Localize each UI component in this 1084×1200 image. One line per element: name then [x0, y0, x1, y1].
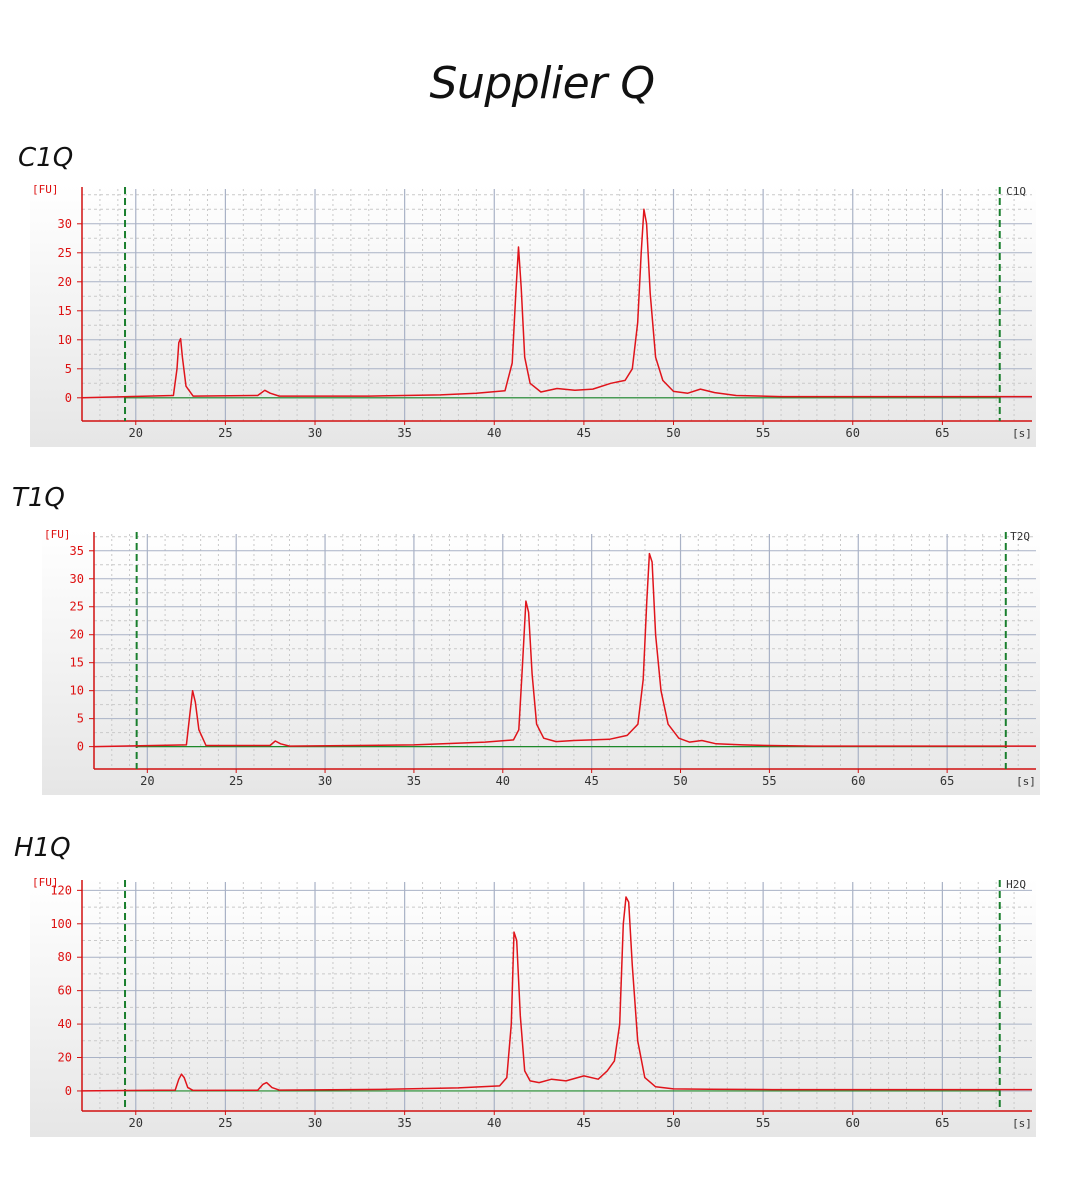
panel-title-c1q: C1Q [18, 143, 74, 173]
y-tick-label: 30 [70, 572, 84, 586]
panel-title-h1q: H1Q [14, 833, 71, 863]
x-tick-label: 40 [496, 774, 510, 788]
series-trace [81, 896, 1032, 1092]
sample-label: H2Q [1006, 878, 1026, 891]
grid [81, 882, 1032, 1111]
x-tick-label: 40 [487, 1116, 501, 1130]
x-tick-label: 60 [851, 774, 865, 788]
x-tick-label: 45 [577, 426, 591, 440]
x-tick-label: 50 [666, 1116, 680, 1130]
y-tick-label: 0 [65, 1084, 72, 1098]
y-tick-label: 15 [70, 656, 84, 670]
x-tick-label: 45 [584, 774, 598, 788]
y-tick-label: 100 [50, 917, 72, 931]
x-tick-label: 40 [487, 426, 501, 440]
y-axis-unit: [FU] [44, 528, 71, 541]
x-tick-label: 65 [935, 426, 949, 440]
x-tick-label: 25 [218, 1116, 232, 1130]
x-tick-label: 55 [756, 1116, 770, 1130]
sample-label: C1Q [1006, 185, 1026, 198]
y-tick-label: 35 [70, 544, 84, 558]
x-tick-label: 25 [229, 774, 243, 788]
y-tick-label: 10 [70, 684, 84, 698]
x-tick-label: 30 [308, 426, 322, 440]
y-tick-label: 20 [58, 1051, 72, 1065]
y-tick-label: 60 [58, 984, 72, 998]
chart-background [42, 530, 1040, 795]
x-tick-label: 50 [673, 774, 687, 788]
x-tick-label: 55 [762, 774, 776, 788]
y-tick-label: 20 [70, 628, 84, 642]
y-tick-label: 25 [58, 246, 72, 260]
x-tick-label: 60 [846, 426, 860, 440]
x-axis-unit: [s] [1012, 1117, 1032, 1130]
y-tick-label: 20 [58, 275, 72, 289]
x-tick-label: 35 [407, 774, 421, 788]
x-tick-label: 60 [846, 1116, 860, 1130]
y-tick-label: 30 [58, 217, 72, 231]
y-tick-label: 15 [58, 304, 72, 318]
x-tick-label: 20 [140, 774, 154, 788]
y-tick-label: 80 [58, 950, 72, 964]
x-tick-label: 30 [308, 1116, 322, 1130]
x-tick-label: 65 [940, 774, 954, 788]
x-axis-unit: [s] [1012, 427, 1032, 440]
x-tick-label: 45 [577, 1116, 591, 1130]
y-tick-label: 120 [50, 883, 72, 897]
x-tick-label: 65 [935, 1116, 949, 1130]
y-tick-label: 0 [77, 740, 84, 754]
x-axis-unit: [s] [1016, 775, 1036, 788]
sample-label: T2Q [1010, 530, 1030, 543]
y-axis-unit: [FU] [32, 183, 59, 196]
y-axis-unit: [FU] [32, 876, 59, 889]
grid [81, 189, 1032, 421]
x-tick-label: 20 [129, 1116, 143, 1130]
panel-title-t1q: T1Q [12, 483, 65, 513]
x-tick-label: 25 [218, 426, 232, 440]
series-trace [81, 208, 1032, 399]
x-tick-label: 20 [129, 426, 143, 440]
y-tick-label: 0 [65, 391, 72, 405]
y-tick-label: 40 [58, 1017, 72, 1031]
x-tick-label: 35 [397, 1116, 411, 1130]
grid [93, 534, 1036, 769]
y-tick-label: 10 [58, 333, 72, 347]
x-tick-label: 55 [756, 426, 770, 440]
y-tick-label: 5 [77, 712, 84, 726]
y-tick-label: 25 [70, 600, 84, 614]
series-trace [93, 552, 1036, 748]
x-tick-label: 50 [666, 426, 680, 440]
page-title: Supplier Q [429, 58, 655, 109]
x-tick-label: 30 [318, 774, 332, 788]
x-tick-label: 35 [397, 426, 411, 440]
y-tick-label: 5 [65, 362, 72, 376]
chart-background [30, 185, 1036, 447]
chart-background [30, 878, 1036, 1137]
